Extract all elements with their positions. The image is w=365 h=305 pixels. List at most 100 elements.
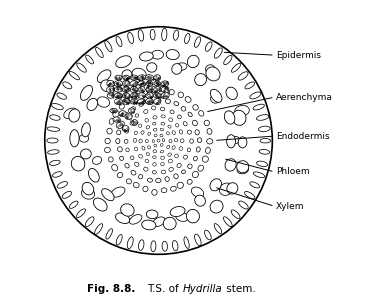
Ellipse shape (224, 111, 235, 124)
Ellipse shape (69, 71, 80, 80)
Ellipse shape (113, 111, 119, 117)
Ellipse shape (195, 74, 207, 86)
Ellipse shape (135, 114, 139, 117)
Ellipse shape (138, 174, 143, 179)
Ellipse shape (235, 106, 249, 116)
Ellipse shape (106, 229, 112, 239)
Ellipse shape (204, 120, 210, 126)
Ellipse shape (81, 149, 91, 159)
Ellipse shape (174, 102, 179, 106)
Ellipse shape (146, 99, 154, 105)
Ellipse shape (101, 80, 112, 92)
Ellipse shape (170, 206, 185, 217)
Ellipse shape (210, 179, 222, 191)
Ellipse shape (108, 157, 113, 162)
Ellipse shape (86, 55, 93, 64)
Ellipse shape (195, 130, 199, 135)
Ellipse shape (146, 86, 153, 93)
Ellipse shape (144, 110, 148, 113)
Ellipse shape (123, 93, 130, 99)
Ellipse shape (142, 146, 145, 150)
Ellipse shape (138, 81, 146, 86)
Ellipse shape (116, 213, 130, 224)
Ellipse shape (182, 170, 185, 174)
Ellipse shape (214, 224, 222, 234)
Ellipse shape (144, 167, 148, 171)
Ellipse shape (245, 82, 255, 89)
Ellipse shape (153, 93, 161, 98)
Ellipse shape (187, 210, 199, 223)
Ellipse shape (231, 210, 240, 218)
Ellipse shape (156, 98, 161, 102)
Ellipse shape (188, 112, 192, 117)
Ellipse shape (260, 138, 271, 143)
Ellipse shape (162, 139, 165, 142)
Ellipse shape (146, 92, 153, 99)
Ellipse shape (196, 147, 200, 152)
Ellipse shape (205, 42, 212, 51)
Ellipse shape (116, 37, 122, 47)
Ellipse shape (139, 52, 153, 61)
Ellipse shape (146, 126, 150, 129)
Ellipse shape (139, 102, 143, 106)
Ellipse shape (188, 164, 192, 169)
Ellipse shape (253, 172, 265, 178)
Ellipse shape (50, 160, 60, 165)
Ellipse shape (116, 235, 122, 245)
Ellipse shape (153, 150, 157, 153)
Ellipse shape (153, 122, 156, 125)
Ellipse shape (187, 148, 191, 152)
Ellipse shape (146, 152, 150, 156)
Ellipse shape (152, 140, 154, 142)
Ellipse shape (119, 111, 126, 117)
Ellipse shape (151, 106, 156, 110)
Ellipse shape (161, 170, 166, 174)
Ellipse shape (160, 134, 163, 137)
Ellipse shape (223, 217, 232, 227)
Ellipse shape (205, 147, 210, 153)
Ellipse shape (120, 156, 124, 160)
Ellipse shape (237, 161, 249, 173)
Ellipse shape (122, 70, 132, 79)
Ellipse shape (176, 124, 179, 127)
Ellipse shape (107, 86, 115, 93)
Ellipse shape (134, 147, 138, 151)
Ellipse shape (109, 118, 114, 124)
Ellipse shape (123, 81, 130, 87)
Ellipse shape (81, 188, 95, 199)
Ellipse shape (170, 186, 176, 191)
Ellipse shape (257, 115, 269, 120)
Ellipse shape (130, 93, 138, 98)
Ellipse shape (181, 106, 186, 111)
Ellipse shape (238, 137, 247, 148)
Ellipse shape (154, 99, 161, 105)
Ellipse shape (97, 70, 111, 83)
Ellipse shape (153, 156, 156, 159)
Ellipse shape (179, 147, 182, 150)
Ellipse shape (47, 150, 59, 154)
Ellipse shape (162, 28, 167, 41)
Ellipse shape (232, 110, 246, 125)
Ellipse shape (210, 200, 223, 213)
Ellipse shape (107, 93, 114, 98)
Ellipse shape (63, 82, 72, 89)
Ellipse shape (146, 81, 153, 86)
Ellipse shape (162, 241, 168, 251)
Ellipse shape (183, 122, 187, 126)
Ellipse shape (195, 195, 205, 206)
Ellipse shape (131, 170, 136, 175)
Ellipse shape (184, 155, 188, 159)
Ellipse shape (57, 93, 66, 99)
Ellipse shape (130, 86, 138, 93)
Ellipse shape (145, 139, 148, 143)
Ellipse shape (207, 128, 212, 135)
Ellipse shape (154, 87, 161, 93)
Ellipse shape (202, 156, 208, 162)
Ellipse shape (133, 182, 139, 188)
Ellipse shape (172, 240, 178, 251)
Ellipse shape (180, 139, 184, 143)
Ellipse shape (138, 240, 144, 250)
Ellipse shape (192, 120, 197, 126)
Text: Xylem: Xylem (276, 202, 305, 211)
Ellipse shape (107, 81, 115, 87)
